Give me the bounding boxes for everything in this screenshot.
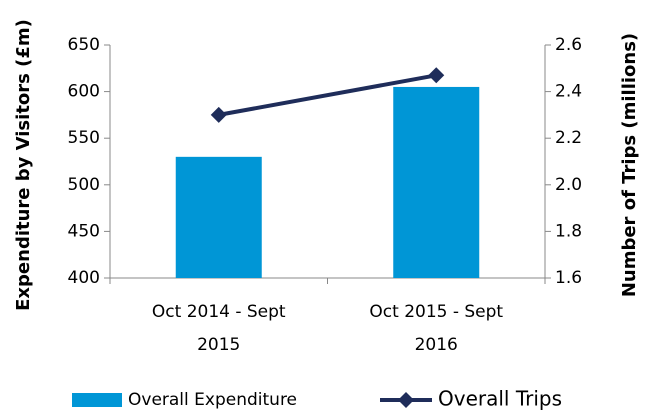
x-tick-label: Oct 2015 - Sept 2016 bbox=[369, 302, 503, 355]
y2-tick-label: 2.0 bbox=[555, 175, 582, 195]
y-tick-label: 650 bbox=[68, 35, 100, 55]
legend-label: Overall Expenditure bbox=[128, 390, 297, 410]
legend-marker bbox=[398, 392, 414, 408]
y-tick-label: 550 bbox=[68, 128, 100, 148]
legend-label: Overall Trips bbox=[438, 387, 562, 411]
y2-tick-label: 2.4 bbox=[555, 82, 582, 102]
y-tick-label: 450 bbox=[68, 221, 100, 241]
y2-tick-label: 2.2 bbox=[555, 128, 582, 148]
y2-tick-label: 2.6 bbox=[555, 35, 582, 55]
y2-tick-label: 1.6 bbox=[555, 268, 582, 288]
y-tick-label: 600 bbox=[68, 82, 100, 102]
y-tick-label: 500 bbox=[68, 175, 100, 195]
y2-tick-label: 1.8 bbox=[555, 221, 582, 241]
legend-swatch bbox=[72, 393, 122, 407]
marker bbox=[428, 67, 445, 84]
bar bbox=[393, 86, 480, 278]
y-tick-label: 400 bbox=[68, 268, 100, 288]
marker bbox=[210, 106, 227, 123]
bar bbox=[175, 156, 262, 278]
line bbox=[218, 73, 437, 117]
y2-axis-label: Number of Trips (millions) bbox=[619, 33, 640, 297]
x-tick-label: Oct 2014 - Sept 2015 bbox=[152, 302, 286, 355]
y-axis-label: Expenditure by Visitors (£m) bbox=[13, 19, 34, 311]
